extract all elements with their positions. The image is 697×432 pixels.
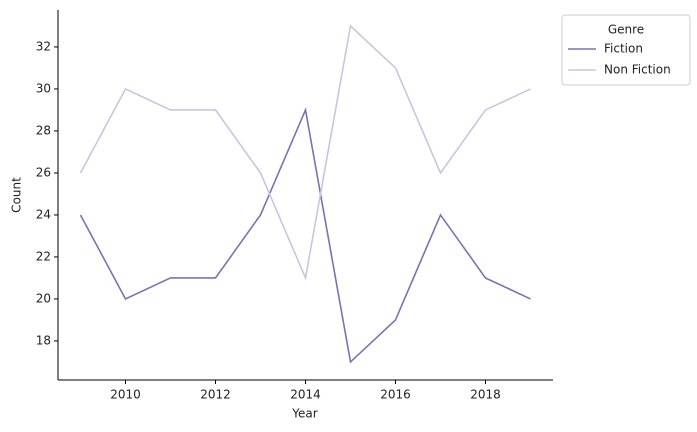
x-tick-label: 2014	[290, 388, 321, 402]
legend-title: Genre	[608, 23, 644, 37]
y-tick-label: 20	[36, 291, 51, 305]
y-axis-label: Count	[10, 177, 24, 213]
x-axis-label: Year	[291, 407, 317, 421]
x-tick-label: 2016	[380, 388, 411, 402]
y-tick-label: 32	[36, 39, 51, 53]
legend-box	[561, 14, 691, 86]
y-tick-label: 26	[36, 165, 51, 179]
x-tick-label: 2010	[110, 388, 141, 402]
x-tick-label: 2012	[200, 388, 231, 402]
legend-label: Fiction	[604, 42, 643, 56]
y-tick-label: 24	[36, 207, 51, 221]
y-tick-label: 18	[36, 333, 51, 347]
y-tick-label: 30	[36, 81, 51, 95]
y-tick-label: 28	[36, 123, 51, 137]
y-tick-label: 22	[36, 249, 51, 263]
line	[79, 24, 531, 281]
legend-label: Non Fiction	[604, 63, 671, 77]
line	[79, 107, 531, 364]
x-tick-label: 2018	[470, 388, 501, 402]
